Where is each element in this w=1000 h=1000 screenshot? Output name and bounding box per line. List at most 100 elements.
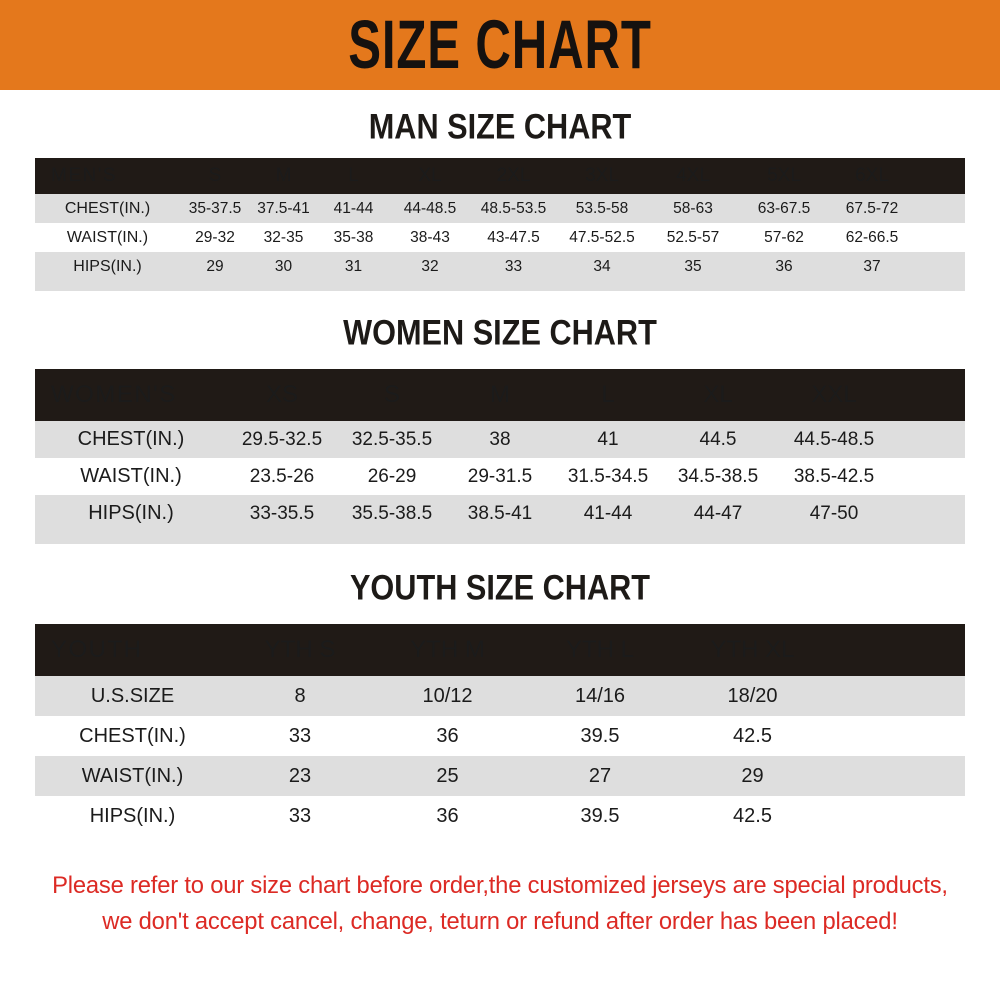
women-row-label: WAIST(IN.) — [80, 465, 182, 487]
man-cell: 34 — [593, 257, 611, 275]
women-size-table: WOMEN'S XS S M L XL XXL CHEST(IN.) 29.5-32.5 32.… — [35, 369, 965, 544]
women-cell: 33-35.5 — [249, 502, 315, 524]
women-cell: 44.5-48.5 — [793, 428, 875, 450]
women-column-header: S — [383, 381, 400, 408]
women-cell-pad — [895, 458, 965, 495]
women-cell: 32.5-35.5 — [351, 428, 433, 450]
women-cell: 29.5-32.5 — [241, 428, 323, 450]
man-column-header-pad — [915, 158, 965, 194]
women-column-header-pad — [895, 369, 965, 421]
youth-cell-pad — [830, 716, 965, 756]
man-cell: 37.5-41 — [257, 199, 310, 217]
women-table-bottom-spacer — [35, 532, 965, 544]
man-cell: 43-47.5 — [487, 228, 540, 246]
footer-note: Please refer to our size chart before or… — [15, 868, 985, 939]
youth-cell: 42.5 — [733, 804, 772, 827]
youth-table-row: WAIST(IN.) 23 25 27 29 — [35, 756, 965, 796]
women-column-header: XS — [265, 381, 298, 408]
man-row-label: CHEST(IN.) — [64, 199, 151, 217]
man-cell: 62-66.5 — [845, 228, 899, 246]
women-cell: 23.5-26 — [249, 465, 315, 487]
man-cell: 30 — [274, 257, 293, 275]
women-cell: 31.5-34.5 — [567, 465, 649, 487]
youth-row-label: WAIST(IN.) — [81, 764, 184, 787]
man-column-header: XL — [418, 165, 442, 186]
man-column-header: 2XL — [496, 165, 531, 186]
man-column-header: S — [208, 165, 222, 186]
page-title: SIZE CHART — [348, 6, 652, 83]
man-cell: 53.5-58 — [575, 199, 629, 217]
youth-column-header-pad — [830, 624, 965, 676]
man-column-header: 6XL — [855, 165, 889, 186]
women-table-body: CHEST(IN.) 29.5-32.5 32.5-35.5 38 41 44.5 44.5… — [35, 421, 965, 544]
women-cell: 35.5-38.5 — [351, 502, 433, 524]
youth-cell: 33 — [288, 724, 312, 747]
man-cell: 31 — [344, 257, 363, 275]
youth-cell: 29 — [741, 764, 764, 787]
women-cell: 41-44 — [583, 502, 633, 524]
women-row-label: HIPS(IN.) — [88, 502, 174, 524]
man-cell: 44-48.5 — [403, 199, 457, 217]
man-cell: 35-37.5 — [188, 199, 242, 217]
women-table-row: HIPS(IN.) 33-35.5 35.5-38.5 38.5-41 41-44 44-… — [35, 495, 965, 532]
man-row-label: WAIST(IN.) — [66, 228, 149, 246]
youth-cell: 39.5 — [580, 724, 620, 747]
youth-cell: 25 — [436, 764, 459, 787]
man-column-header: 3XL — [585, 165, 619, 186]
youth-row-label: U.S.SIZE — [90, 684, 175, 707]
man-cell: 67.5-72 — [845, 199, 899, 217]
women-row-label: CHEST(IN.) — [77, 428, 185, 450]
man-column-header: M — [275, 165, 292, 186]
man-cell: 32-35 — [263, 228, 304, 246]
youth-cell: 18/20 — [727, 684, 778, 707]
man-table-wrap: MEN'S S M L XL 2XL 3XL 4XL 5XL 6XL CHEST(IN.) 35-3… — [35, 158, 965, 291]
women-table-head: WOMEN'S XS S M L XL XXL — [35, 369, 965, 421]
man-cell-pad — [915, 223, 965, 252]
women-table-wrap: WOMEN'S XS S M L XL XXL CHEST(IN.) 29.5-32.5 32.… — [35, 369, 965, 544]
women-column-header: XL — [703, 381, 733, 408]
women-cell: 34.5-38.5 — [677, 465, 759, 487]
man-cell: 41-44 — [333, 199, 374, 217]
women-cell: 41 — [597, 428, 619, 450]
man-table-corner-label: MEN'S — [51, 165, 118, 186]
man-table-row: CHEST(IN.) 35-37.5 37.5-41 41-44 44-48.5 48.5… — [35, 194, 965, 223]
women-column-header: L — [601, 381, 615, 408]
women-cell: 44.5 — [699, 428, 737, 450]
youth-cell-pad — [830, 676, 965, 716]
youth-size-table: YOUTH YTH S YTH M YTH L YTH XL U.S.SIZE 8 10/1… — [35, 624, 965, 846]
women-header-row: WOMEN'S XS S M L XL XXL — [35, 369, 965, 421]
man-cell: 57-62 — [764, 228, 804, 246]
women-table-row: CHEST(IN.) 29.5-32.5 32.5-35.5 38 41 44.5 44.5… — [35, 421, 965, 458]
man-cell: 32 — [421, 257, 439, 275]
youth-header-row: YOUTH YTH S YTH M YTH L YTH XL — [35, 624, 965, 676]
women-column-header: XXL — [811, 381, 857, 408]
man-cell: 63-67.5 — [757, 199, 811, 217]
youth-table-wrap: YOUTH YTH S YTH M YTH L YTH XL U.S.SIZE 8 10/1… — [35, 624, 965, 846]
man-cell: 36 — [775, 257, 793, 275]
man-cell: 38-43 — [410, 228, 450, 246]
women-cell: 38 — [489, 428, 511, 450]
youth-table-bottom-spacer-cell — [35, 836, 965, 846]
youth-cell: 42.5 — [733, 724, 772, 747]
man-header-row: MEN'S S M L XL 2XL 3XL 4XL 5XL 6XL — [35, 158, 965, 194]
youth-cell-pad — [830, 756, 965, 796]
youth-cell: 8 — [294, 684, 306, 707]
youth-cell: 33 — [288, 804, 312, 827]
youth-column-header: YTH M — [410, 636, 485, 663]
man-table-body: CHEST(IN.) 35-37.5 37.5-41 41-44 44-48.5 48.5… — [35, 194, 965, 291]
youth-cell: 10/12 — [422, 684, 473, 707]
man-cell: 52.5-57 — [666, 228, 720, 246]
man-row-label: HIPS(IN.) — [73, 257, 142, 275]
women-section-title: WOMEN SIZE CHART — [343, 312, 657, 353]
youth-table-row: HIPS(IN.) 33 36 39.5 42.5 — [35, 796, 965, 836]
man-cell: 58-63 — [673, 199, 713, 217]
women-cell: 38.5-41 — [467, 502, 533, 524]
youth-table-bottom-spacer — [35, 836, 965, 846]
man-cell-pad — [915, 194, 965, 223]
man-cell: 29-32 — [195, 228, 235, 246]
man-cell-pad — [915, 252, 965, 281]
youth-column-header: YTH S — [264, 636, 336, 663]
man-size-table: MEN'S S M L XL 2XL 3XL 4XL 5XL 6XL CHEST(IN.) 35-3… — [35, 158, 965, 291]
women-cell: 47-50 — [809, 502, 859, 524]
youth-cell: 23 — [288, 764, 312, 787]
